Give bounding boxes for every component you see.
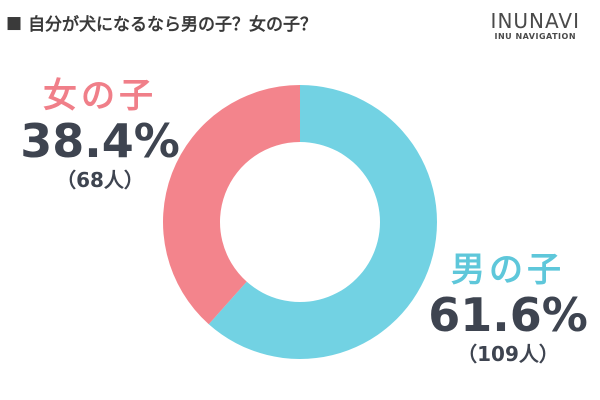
slice-female [163, 85, 300, 325]
count-label-female: （68人） [56, 168, 144, 192]
category-label-male: 男の子 [451, 250, 565, 290]
percent-label-female: 38.4% [20, 114, 180, 168]
brand-logo: INUNAVI INU NAVIGATION [491, 10, 580, 41]
title-text: 自分が犬になるなら男の子？女の子？ [28, 15, 318, 35]
title-bullet: ■ [6, 12, 23, 33]
chart-title: ■ 自分が犬になるなら男の子？女の子？ [6, 10, 318, 36]
percent-label-male: 61.6% [428, 288, 588, 342]
logo-sub-text: INU NAVIGATION [494, 32, 577, 41]
category-label-female: 女の子 [43, 76, 157, 116]
logo-main-text: INUNAVI [490, 9, 580, 33]
label-male: 男の子 61.6% （109人） [428, 250, 588, 368]
label-female: 女の子 38.4% （68人） [20, 76, 180, 194]
count-label-male: （109人） [457, 342, 559, 366]
slice-male [208, 85, 438, 359]
